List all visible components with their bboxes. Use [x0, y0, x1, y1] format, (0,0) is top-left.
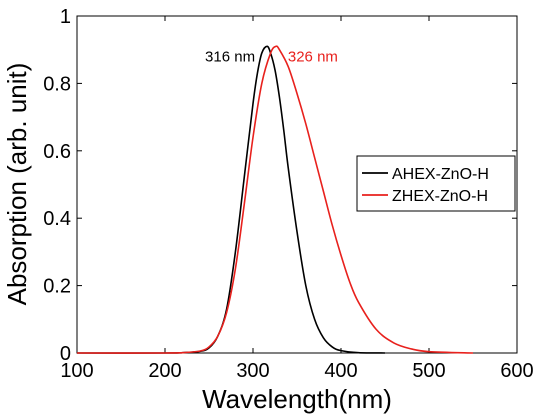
legend: AHEX-ZnO-H ZHEX-ZnO-H [356, 155, 516, 212]
legend-box [356, 155, 516, 212]
peak-annotation: 316 nm [205, 48, 255, 65]
x-tick-label: 200 [148, 360, 181, 382]
y-tick-label: 0 [60, 343, 71, 365]
x-tick-label: 400 [324, 360, 357, 382]
y-tick-label: 0.4 [43, 208, 71, 230]
y-axis-title: Absorption (arb. unit) [2, 63, 32, 306]
y-tick-label: 0.8 [43, 73, 71, 95]
y-tick-label: 1 [60, 6, 71, 28]
peak-annotation: 326 nm [288, 48, 338, 65]
legend-label: AHEX-ZnO-H [392, 166, 489, 183]
x-axis-title: Wavelength(nm) [202, 384, 392, 414]
y-tick-label: 0.6 [43, 141, 71, 163]
series-line-zhex-zno-h [76, 45, 474, 354]
axis-ticks: 100 200 300 400 500 600 0 0.2 0.4 0.6 0.8 1 [43, 6, 534, 382]
x-tick-label: 600 [500, 360, 533, 382]
x-tick-label: 500 [412, 360, 445, 382]
x-tick-label: 300 [236, 360, 269, 382]
y-tick-label: 0.2 [43, 276, 71, 298]
series-layer [76, 45, 474, 354]
annotation-layer: 316 nm 326 nm [205, 48, 338, 65]
legend-label: ZHEX-ZnO-H [392, 188, 488, 205]
x-tick-label: 100 [60, 360, 93, 382]
